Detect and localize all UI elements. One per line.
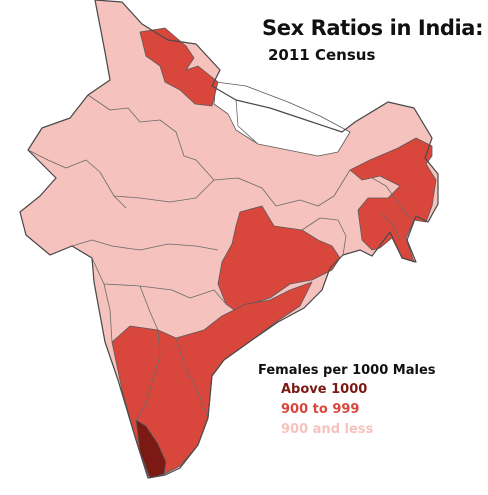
legend-item-900-to-999: 900 to 999 <box>281 402 360 417</box>
legend: Females per 1000 Males Above 1000 900 to… <box>258 363 436 442</box>
state-boundaries <box>27 94 413 421</box>
legend-item-900-and-less: 900 and less <box>281 422 374 437</box>
region-north-hills <box>139 27 219 107</box>
legend-title: Females per 1000 Males <box>258 363 436 378</box>
map-subtitle: 2011 Census <box>268 46 376 64</box>
india-outline <box>19 0 439 479</box>
region-no-data <box>213 81 351 157</box>
legend-item-above-1000: Above 1000 <box>281 382 368 397</box>
map-title: Sex Ratios in India: <box>262 16 484 40</box>
